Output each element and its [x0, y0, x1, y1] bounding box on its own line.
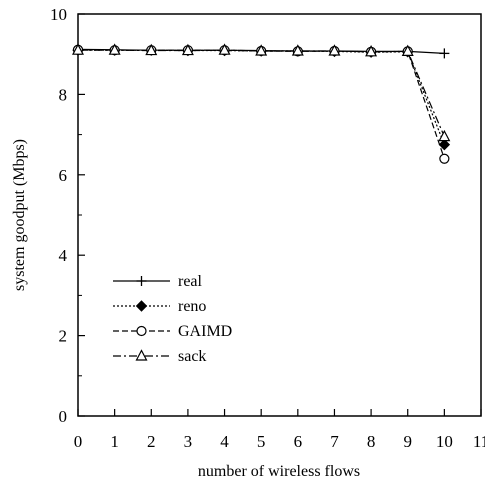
- y-tick-label: 6: [59, 166, 68, 185]
- data-point-sack: [438, 129, 451, 142]
- data-point-sack: [328, 44, 341, 56]
- x-tick-label: 3: [184, 432, 193, 451]
- x-tick-label: 0: [74, 432, 83, 451]
- y-tick-label: 2: [59, 327, 68, 346]
- legend: real reno GAIMD sack: [113, 273, 232, 365]
- legend-entry-reno: reno: [113, 298, 206, 315]
- y-tick-label: 0: [59, 407, 68, 426]
- legend-entry-gaimd: GAIMD: [113, 323, 232, 340]
- legend-marker-gaimd: [136, 325, 147, 337]
- y-tick-label: 10: [50, 5, 67, 24]
- data-point-sack: [218, 43, 231, 55]
- x-tick-label: 2: [147, 432, 156, 451]
- legend-entry-real: real: [113, 273, 203, 290]
- legend-marker-reno: [135, 300, 148, 312]
- data-point-sack: [108, 43, 121, 55]
- data-point-real: [439, 48, 450, 59]
- series-line-gaimd: [77, 49, 445, 159]
- x-tick-label: 11: [473, 432, 485, 451]
- legend-label-reno: reno: [178, 298, 206, 315]
- series-line-sack: [78, 49, 445, 137]
- x-tick-label: 9: [403, 432, 412, 451]
- y-tick-label: 4: [59, 246, 68, 265]
- legend-marker-sack: [135, 349, 148, 361]
- y-tick-label: 8: [59, 85, 68, 104]
- x-tick-label: 10: [436, 432, 453, 451]
- data-point-sack: [181, 43, 194, 56]
- data-point-sack: [401, 44, 414, 56]
- x-tick-label: 8: [367, 432, 376, 451]
- legend-label-real: real: [178, 273, 203, 290]
- x-tick-label: 1: [110, 432, 119, 451]
- legend-label-sack: sack: [178, 348, 206, 365]
- legend-entry-sack: sack: [113, 348, 206, 365]
- data-point-sack: [365, 44, 378, 57]
- y-axis-label: system goodput (Mbps): [11, 139, 28, 291]
- data-point-sack: [255, 44, 268, 56]
- data-point-sack: [145, 43, 158, 56]
- x-tick-label: 5: [257, 432, 266, 451]
- x-tick-label: 4: [220, 432, 229, 451]
- legend-marker-real: [136, 276, 147, 286]
- legend-label-gaimd: GAIMD: [178, 323, 232, 340]
- x-axis-label: number of wireless flows: [198, 463, 360, 480]
- data-point-gaimd: [439, 153, 450, 164]
- x-tick-label: 7: [330, 432, 339, 451]
- data-point-sack: [72, 43, 84, 55]
- data-point-reno: [438, 138, 451, 151]
- series-line-reno: [78, 49, 445, 145]
- x-tick-label: 6: [294, 432, 303, 451]
- data-point-sack: [291, 44, 304, 56]
